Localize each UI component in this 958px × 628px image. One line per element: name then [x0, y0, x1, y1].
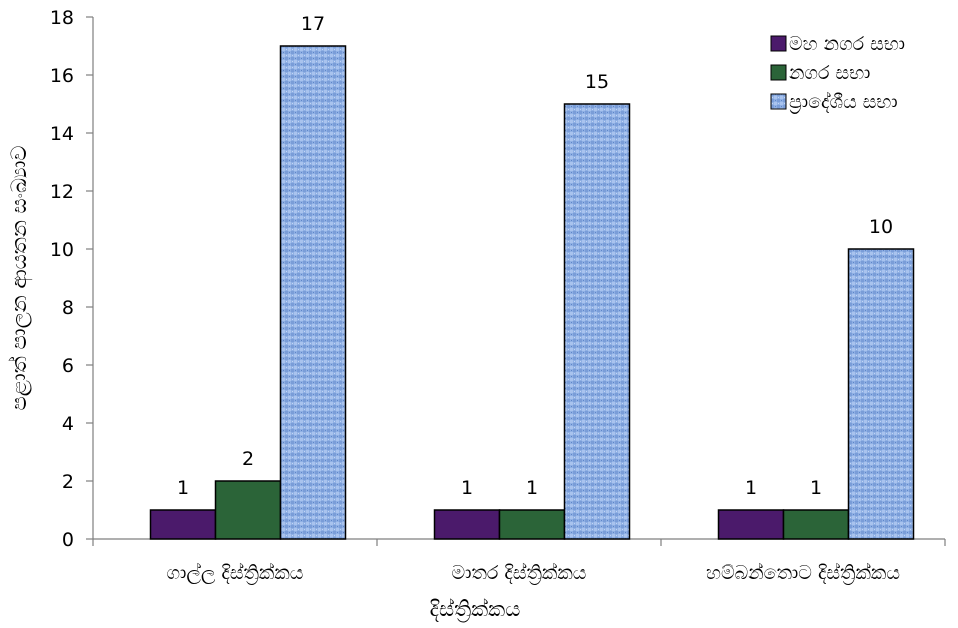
data-label: 2	[242, 448, 254, 470]
y-tick-label: 2	[62, 471, 74, 493]
legend: මහ නගර සභා නගර සභා ප්‍රාදේශීය සභා	[770, 33, 905, 114]
legend-swatch	[770, 64, 787, 81]
x-axis-title: දිස්ත්‍රික්කය	[430, 597, 521, 623]
y-tick-label: 12	[50, 181, 74, 203]
legend-swatch	[770, 35, 787, 52]
y-axis: 0 2 4 6 8 10 12 14 16 18	[50, 7, 94, 551]
y-tick-label: 0	[62, 529, 74, 551]
bar-1-2	[433, 509, 501, 540]
data-label: 17	[301, 13, 325, 35]
bar-2-3	[782, 509, 850, 540]
x-category-label: මාතර දිස්ත්‍රික්කය	[452, 562, 587, 585]
bar-2-1	[214, 480, 282, 540]
y-tick-label: 4	[62, 413, 74, 435]
data-label: 1	[461, 477, 473, 499]
y-tick-label: 16	[50, 65, 74, 87]
bar-2-2	[498, 509, 566, 540]
y-axis-title: පළාත් පාලන ආයතන සංඛ්‍යාව	[7, 146, 33, 411]
bar-3-2	[563, 103, 631, 540]
x-axis: ගාල්ල දිස්ත්‍රික්කය මාතර දිස්ත්‍රික්කය හම්…	[92, 538, 946, 585]
bar-1-3	[717, 509, 785, 540]
y-tick-label: 8	[62, 297, 74, 319]
x-category-label: ගාල්ල දිස්ත්‍රික්කය	[167, 562, 304, 585]
data-label: 1	[745, 477, 757, 499]
legend-label: ප්‍රාදේශීය සභා	[789, 91, 898, 114]
y-tick-label: 10	[50, 239, 74, 261]
data-label: 1	[526, 477, 538, 499]
legend-swatch	[770, 93, 787, 110]
bars	[149, 45, 915, 540]
legend-label: මහ නගර සභා	[789, 33, 905, 55]
data-label: 10	[869, 216, 893, 238]
legend-label: නගර සභා	[789, 62, 870, 84]
data-label: 1	[810, 477, 822, 499]
bar-1-1	[149, 509, 217, 540]
data-label: 1	[177, 477, 189, 499]
x-category-label: හම්බන්තොට දිස්ත්‍රික්කය	[706, 562, 900, 585]
data-labels: 1 1 1 2 1 1 17 15 10	[177, 13, 893, 499]
y-tick-label: 6	[62, 355, 74, 377]
bar-3-1	[279, 45, 347, 540]
y-tick-label: 18	[50, 7, 74, 29]
bar-3-3	[847, 248, 915, 540]
y-tick-label: 14	[50, 123, 74, 145]
data-label: 15	[585, 71, 609, 93]
